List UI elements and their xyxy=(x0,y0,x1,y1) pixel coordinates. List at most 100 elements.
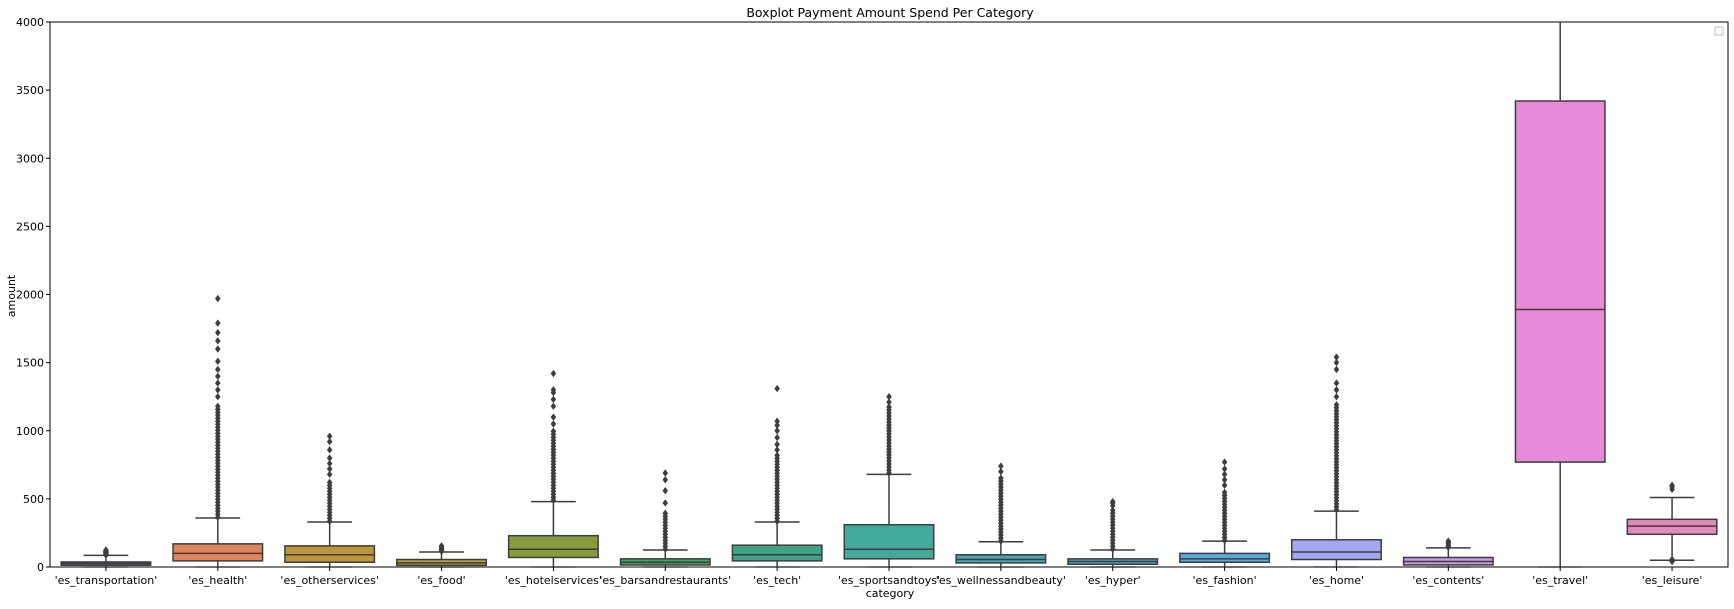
outlier-point xyxy=(998,462,1004,470)
y-tick-label: 0 xyxy=(37,561,44,574)
outlier-point xyxy=(326,432,333,440)
outlier-point xyxy=(886,403,892,411)
legend-box xyxy=(1714,26,1724,36)
box-group xyxy=(1514,22,1606,568)
box-group xyxy=(1067,497,1159,568)
outlier-point xyxy=(662,487,669,495)
outlier-point xyxy=(1669,555,1675,564)
outlier-point xyxy=(774,384,780,393)
y-axis-label: amount xyxy=(5,274,18,317)
x-tick-label: 'es_transportation' xyxy=(55,574,158,587)
x-tick-label: 'es_fashion' xyxy=(1193,574,1257,587)
outlier-point xyxy=(1333,386,1340,394)
box-group xyxy=(1290,353,1382,568)
outlier-point xyxy=(1669,481,1675,489)
outlier-point xyxy=(774,433,780,442)
iqr-box xyxy=(843,524,935,560)
outlier-point xyxy=(550,402,557,410)
x-tick-label: 'es_wellnessandbeauty' xyxy=(936,574,1066,587)
outlier-point xyxy=(886,398,892,406)
boxes-layer xyxy=(60,22,1718,568)
y-tick-label: 2500 xyxy=(16,220,44,233)
x-tick-label: 'es_travel' xyxy=(1532,574,1588,587)
x-tick-label: 'es_tech' xyxy=(753,574,801,587)
x-axis-label: category xyxy=(866,587,915,600)
box-group xyxy=(1402,537,1494,568)
outlier-point xyxy=(1221,476,1228,484)
outlier-point xyxy=(215,337,221,345)
box-group xyxy=(731,384,823,568)
y-tick-label: 1500 xyxy=(16,357,44,370)
outlier-point xyxy=(1221,458,1228,466)
outlier-point xyxy=(774,446,780,454)
outlier-point xyxy=(998,467,1004,476)
outlier-point xyxy=(886,392,892,401)
outlier-point xyxy=(662,476,669,484)
outlier-point xyxy=(215,357,221,365)
box-group xyxy=(843,392,935,568)
x-tick-label: 'es_sportsandtoys' xyxy=(838,574,940,587)
iqr-box xyxy=(1514,100,1606,463)
outlier-point xyxy=(1221,465,1228,473)
outlier-point xyxy=(215,328,221,337)
outlier-point xyxy=(1333,401,1340,409)
x-tick-label: 'es_hotelservices' xyxy=(505,574,602,587)
outlier-point xyxy=(103,546,109,554)
x-tick-label: 'es_food' xyxy=(417,574,465,587)
box-group xyxy=(955,462,1047,568)
outlier-point xyxy=(1333,358,1340,367)
outlier-point xyxy=(326,470,333,479)
outlier-point xyxy=(326,459,333,468)
box-group xyxy=(507,369,599,568)
iqr-box xyxy=(1179,552,1271,563)
outlier-point xyxy=(215,319,221,327)
outlier-point xyxy=(662,509,669,517)
x-tick-label: 'es_home' xyxy=(1309,574,1364,587)
outlier-point xyxy=(326,446,333,454)
outlier-point xyxy=(662,469,669,477)
box-group xyxy=(396,542,488,568)
y-tick-label: 3000 xyxy=(16,152,44,165)
outlier-point xyxy=(774,451,780,460)
y-tick-label: 2000 xyxy=(16,289,44,302)
outlier-point xyxy=(550,413,557,421)
outlier-point xyxy=(215,386,221,394)
outlier-point xyxy=(215,392,221,401)
outlier-point xyxy=(1445,537,1452,545)
box-group xyxy=(284,432,376,568)
outlier-point xyxy=(774,417,780,425)
outlier-point xyxy=(215,372,221,380)
outlier-point xyxy=(550,395,557,404)
iqr-box xyxy=(172,543,264,562)
outlier-point xyxy=(1333,392,1340,401)
y-axis-ticks: 0 500 1000 1500 2000 2500 3000 3500 4000 xyxy=(16,16,50,574)
outlier-point xyxy=(215,345,221,353)
outlier-point xyxy=(550,420,557,428)
box-group xyxy=(619,469,711,568)
box-group xyxy=(1626,481,1718,566)
outlier-point xyxy=(1333,365,1340,374)
outlier-point xyxy=(1333,379,1340,387)
outlier-point xyxy=(1109,506,1116,514)
outlier-point xyxy=(550,427,557,435)
outlier-point xyxy=(550,386,557,394)
x-tick-label: 'es_hyper' xyxy=(1085,574,1141,587)
outlier-point xyxy=(1221,481,1228,489)
outlier-point xyxy=(326,437,333,446)
x-tick-label: 'es_health' xyxy=(188,574,247,587)
iqr-box xyxy=(507,534,599,559)
x-tick-label: 'es_otherservices' xyxy=(280,574,378,587)
x-tick-label: 'es_contents' xyxy=(1412,574,1484,587)
outlier-point xyxy=(326,454,333,462)
chart-title: Boxplot Payment Amount Spend Per Categor… xyxy=(746,5,1034,20)
outlier-point xyxy=(1333,353,1340,361)
box-group xyxy=(60,546,152,568)
iqr-box xyxy=(731,544,823,562)
outlier-point xyxy=(326,478,333,487)
outlier-point xyxy=(774,427,780,435)
iqr-box xyxy=(1290,539,1382,561)
outlier-point xyxy=(662,499,669,507)
outlier-point xyxy=(326,465,333,473)
